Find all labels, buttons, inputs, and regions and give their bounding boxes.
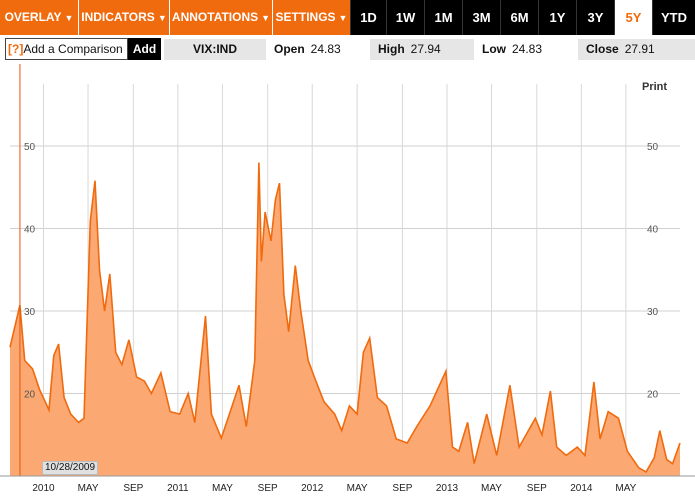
- x-tick-label: MAY: [481, 483, 502, 494]
- open-field: Open 24.83: [266, 39, 366, 60]
- settings-menu[interactable]: SETTINGS ▼: [273, 0, 350, 35]
- close-field: Close 27.91: [578, 39, 695, 60]
- caret-down-icon: ▼: [338, 13, 348, 23]
- y-tick-label: 50: [647, 142, 659, 153]
- low-field: Low 24.83: [474, 39, 578, 60]
- y-tick-label: 30: [24, 307, 36, 318]
- range-3y-button[interactable]: 3Y: [576, 0, 614, 35]
- x-tick-label: 2013: [436, 483, 459, 494]
- range-1m-button[interactable]: 1M: [424, 0, 462, 35]
- high-field: High 27.94: [370, 39, 474, 60]
- add-comparison-button[interactable]: Add: [128, 38, 161, 60]
- overlay-menu[interactable]: OVERLAY ▼: [0, 0, 79, 35]
- x-tick-label: MAY: [347, 483, 368, 494]
- x-tick-label: SEP: [123, 483, 143, 494]
- indicators-menu-label: INDICATORS: [81, 10, 155, 24]
- range-5y-button[interactable]: 5Y: [614, 0, 652, 35]
- help-icon[interactable]: [?]: [8, 42, 24, 56]
- print-link[interactable]: Print: [642, 81, 668, 93]
- high-label: High: [378, 42, 405, 56]
- comparison-placeholder: Add a Comparison: [23, 42, 123, 56]
- open-value: 24.83: [310, 42, 341, 56]
- indicators-menu[interactable]: INDICATORS ▼: [79, 0, 170, 35]
- caret-down-icon: ▼: [64, 13, 74, 23]
- symbol-label: VIX:IND: [164, 39, 266, 60]
- caret-down-icon: ▼: [261, 13, 271, 23]
- annotations-menu-label: ANNOTATIONS: [171, 10, 259, 24]
- range-3m-button[interactable]: 3M: [462, 0, 500, 35]
- overlay-menu-label: OVERLAY: [4, 10, 62, 24]
- y-tick-label: 40: [647, 225, 659, 236]
- x-tick-label: SEP: [527, 483, 547, 494]
- range-1d-button[interactable]: 1D: [350, 0, 386, 35]
- price-area: [10, 162, 680, 476]
- range-1y-button[interactable]: 1Y: [538, 0, 576, 35]
- high-value: 27.94: [410, 42, 441, 56]
- price-chart[interactable]: 20 20 30 30 40 40 50 50 2010 MAY SEP 2011 MAY SEP 2012…: [0, 64, 695, 503]
- y-tick-label: 20: [647, 390, 659, 401]
- low-label: Low: [482, 42, 506, 56]
- open-label: Open: [274, 42, 305, 56]
- x-tick-label: SEP: [392, 483, 412, 494]
- caret-down-icon: ▼: [157, 13, 167, 23]
- close-label: Close: [586, 42, 619, 56]
- x-tick-label: 2011: [167, 483, 189, 494]
- close-value: 27.91: [624, 42, 655, 56]
- x-tick-label: 2014: [570, 483, 593, 494]
- y-tick-label: 20: [24, 390, 36, 401]
- settings-menu-label: SETTINGS: [275, 10, 336, 24]
- annotations-menu[interactable]: ANNOTATIONS ▼: [170, 0, 273, 35]
- range-ytd-button[interactable]: YTD: [652, 0, 695, 35]
- x-tick-label: SEP: [258, 483, 278, 494]
- date-marker-label: 10/28/2009: [42, 461, 99, 475]
- range-1w-button[interactable]: 1W: [386, 0, 424, 35]
- quote-bar: [?]Add a Comparison Add VIX:IND Open 24.8…: [0, 35, 695, 64]
- price-line: [9, 162, 681, 473]
- x-tick-label: 2010: [32, 483, 55, 494]
- chart-toolbar: OVERLAY ▼ INDICATORS ▼ ANNOTATIONS ▼ SETTIN…: [0, 0, 695, 35]
- y-tick-label: 50: [24, 142, 36, 153]
- x-tick-label: MAY: [212, 483, 233, 494]
- x-tick-label: MAY: [615, 483, 636, 494]
- y-tick-label: 30: [647, 307, 659, 318]
- y-tick-label: 40: [24, 225, 36, 236]
- comparison-input[interactable]: [?]Add a Comparison: [5, 38, 128, 60]
- low-value: 24.83: [512, 42, 543, 56]
- range-6m-button[interactable]: 6M: [500, 0, 538, 35]
- x-tick-label: 2012: [301, 483, 324, 494]
- x-tick-label: MAY: [78, 483, 99, 494]
